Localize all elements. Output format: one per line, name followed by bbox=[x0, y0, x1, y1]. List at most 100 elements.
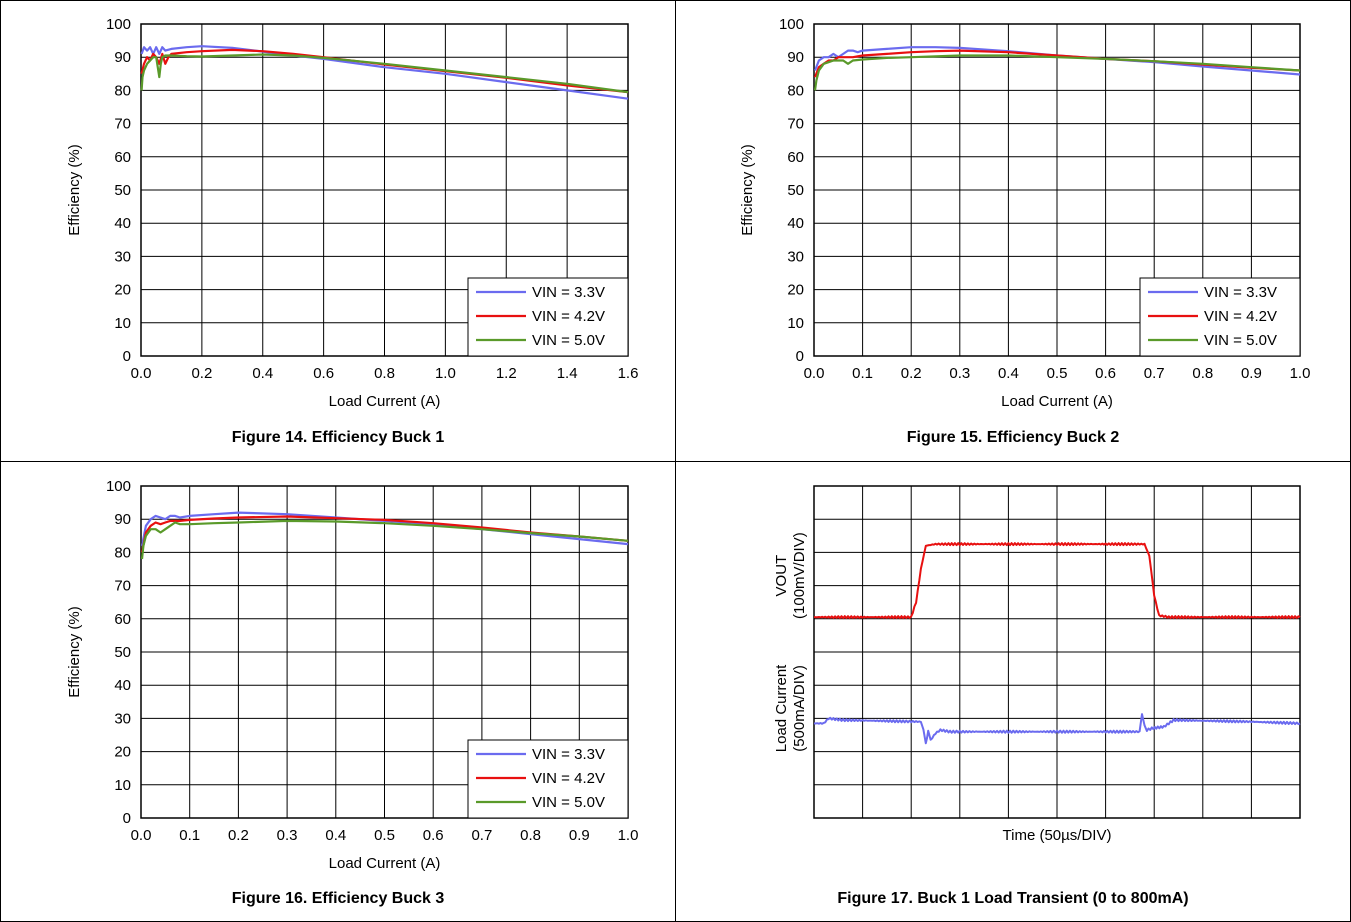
y-tick-label: 30 bbox=[787, 248, 804, 265]
series-line bbox=[140, 515, 629, 553]
legend-label: VIN = 4.2V bbox=[532, 770, 605, 787]
y-tick-label: 20 bbox=[787, 282, 804, 299]
caption-fig15: Figure 15. Efficiency Buck 2 bbox=[906, 429, 1120, 446]
y-tick-label: 0 bbox=[123, 348, 131, 365]
x-tick-label: 0.3 bbox=[949, 365, 970, 382]
x-axis-label: Load Current (A) bbox=[1001, 393, 1113, 410]
plot-frame bbox=[140, 23, 629, 357]
x-tick-label: 0.9 bbox=[569, 827, 590, 844]
x-tick-label: 0.2 bbox=[191, 365, 212, 382]
series-line bbox=[140, 45, 629, 100]
y-tick-label: 0 bbox=[796, 348, 804, 365]
y-tick-label: 90 bbox=[787, 49, 804, 66]
x-axis-label: Load Current (A) bbox=[329, 855, 441, 872]
y-tick-label: 100 bbox=[779, 16, 804, 33]
y-tick-label: 50 bbox=[114, 644, 131, 661]
caption-fig17: Figure 17. Buck 1 Load Transient (0 to 8… bbox=[837, 890, 1189, 907]
y-axis-label: Efficiency (%) bbox=[66, 606, 83, 697]
y-tick-label: 30 bbox=[114, 248, 131, 265]
y-tick-label: 70 bbox=[787, 116, 804, 133]
y-tick-label: 20 bbox=[114, 744, 131, 761]
y-tick-label: 100 bbox=[106, 478, 131, 495]
y-axis-label-vout: VOUT bbox=[773, 555, 790, 597]
x-tick-label: 0.2 bbox=[901, 365, 922, 382]
y-tick-label: 100 bbox=[106, 16, 131, 33]
caption-fig16: Figure 16. Efficiency Buck 3 bbox=[231, 890, 445, 907]
chart-fig15 bbox=[813, 23, 1301, 357]
x-tick-label: 1.0 bbox=[435, 365, 456, 382]
series-line bbox=[140, 53, 629, 94]
x-tick-label: 0.4 bbox=[998, 365, 1019, 382]
x-tick-label: 1.6 bbox=[618, 365, 639, 382]
y-tick-label: 80 bbox=[114, 82, 131, 99]
x-tick-label: 1.0 bbox=[1290, 365, 1311, 382]
x-tick-label: 1.0 bbox=[618, 827, 639, 844]
chart-fig17 bbox=[813, 485, 1301, 819]
y-axis-label-current: Load Current bbox=[773, 664, 790, 752]
x-tick-label: 0.5 bbox=[1047, 365, 1068, 382]
y-tick-label: 70 bbox=[114, 578, 131, 595]
x-tick-label: 0.8 bbox=[520, 827, 541, 844]
trace-load-current bbox=[813, 542, 1301, 620]
series-line bbox=[140, 519, 629, 560]
y-tick-label: 60 bbox=[787, 149, 804, 166]
chart-fig16 bbox=[140, 485, 629, 819]
legend-label: VIN = 3.3V bbox=[532, 284, 605, 301]
y-tick-label: 0 bbox=[123, 810, 131, 827]
y-tick-label: 50 bbox=[114, 182, 131, 199]
x-tick-label: 0.8 bbox=[1192, 365, 1213, 382]
y-tick-label: 10 bbox=[114, 315, 131, 332]
x-tick-label: 0.3 bbox=[277, 827, 298, 844]
legend-label: VIN = 3.3V bbox=[1204, 284, 1277, 301]
x-tick-label: 0.4 bbox=[252, 365, 273, 382]
y-tick-label: 60 bbox=[114, 611, 131, 628]
x-tick-label: 0.6 bbox=[313, 365, 334, 382]
y-tick-label: 80 bbox=[787, 82, 804, 99]
x-tick-label: 0.2 bbox=[228, 827, 249, 844]
y-tick-label: 90 bbox=[114, 511, 131, 528]
x-axis-label: Load Current (A) bbox=[329, 393, 441, 410]
x-tick-label: 0.4 bbox=[325, 827, 346, 844]
y-axis-label: Efficiency (%) bbox=[66, 144, 83, 235]
x-tick-label: 0.1 bbox=[179, 827, 200, 844]
plot-frame bbox=[140, 485, 629, 819]
x-tick-label: 0.8 bbox=[374, 365, 395, 382]
plot-frame bbox=[813, 485, 1301, 819]
x-tick-label: 0.0 bbox=[131, 365, 152, 382]
y-tick-label: 50 bbox=[787, 182, 804, 199]
legend-label: VIN = 5.0V bbox=[532, 332, 605, 349]
legend-label: VIN = 4.2V bbox=[1204, 308, 1277, 325]
x-tick-label: 0.9 bbox=[1241, 365, 1262, 382]
x-tick-label: 0.6 bbox=[1095, 365, 1116, 382]
trace-vout bbox=[813, 713, 1301, 745]
x-tick-label: 0.1 bbox=[852, 365, 873, 382]
plot-frame bbox=[813, 23, 1301, 357]
caption-fig14: Figure 14. Efficiency Buck 1 bbox=[231, 429, 445, 446]
y-tick-label: 10 bbox=[787, 315, 804, 332]
legend-label: VIN = 5.0V bbox=[532, 794, 605, 811]
y-tick-label: 60 bbox=[114, 149, 131, 166]
x-tick-label: 1.2 bbox=[496, 365, 517, 382]
legend-label: VIN = 3.3V bbox=[532, 746, 605, 763]
x-tick-label: 1.4 bbox=[557, 365, 578, 382]
x-tick-label: 0.7 bbox=[471, 827, 492, 844]
legend-label: VIN = 5.0V bbox=[1204, 332, 1277, 349]
y-tick-label: 40 bbox=[787, 215, 804, 232]
y-axis-unit-vout: (100mV/DIV) bbox=[791, 532, 808, 619]
chart-fig14 bbox=[140, 23, 629, 357]
y-tick-label: 80 bbox=[114, 544, 131, 561]
y-axis-unit-current: (500mA/DIV) bbox=[791, 665, 808, 752]
series-line bbox=[813, 54, 1301, 91]
x-tick-label: 0.5 bbox=[374, 827, 395, 844]
x-axis-label: Time (50µs/DIV) bbox=[1003, 827, 1112, 844]
legend-label: VIN = 4.2V bbox=[532, 308, 605, 325]
y-tick-label: 90 bbox=[114, 49, 131, 66]
y-tick-label: 30 bbox=[114, 710, 131, 727]
x-tick-label: 0.0 bbox=[804, 365, 825, 382]
y-tick-label: 20 bbox=[114, 282, 131, 299]
x-tick-label: 0.6 bbox=[423, 827, 444, 844]
x-tick-label: 0.7 bbox=[1144, 365, 1165, 382]
x-tick-label: 0.0 bbox=[131, 827, 152, 844]
